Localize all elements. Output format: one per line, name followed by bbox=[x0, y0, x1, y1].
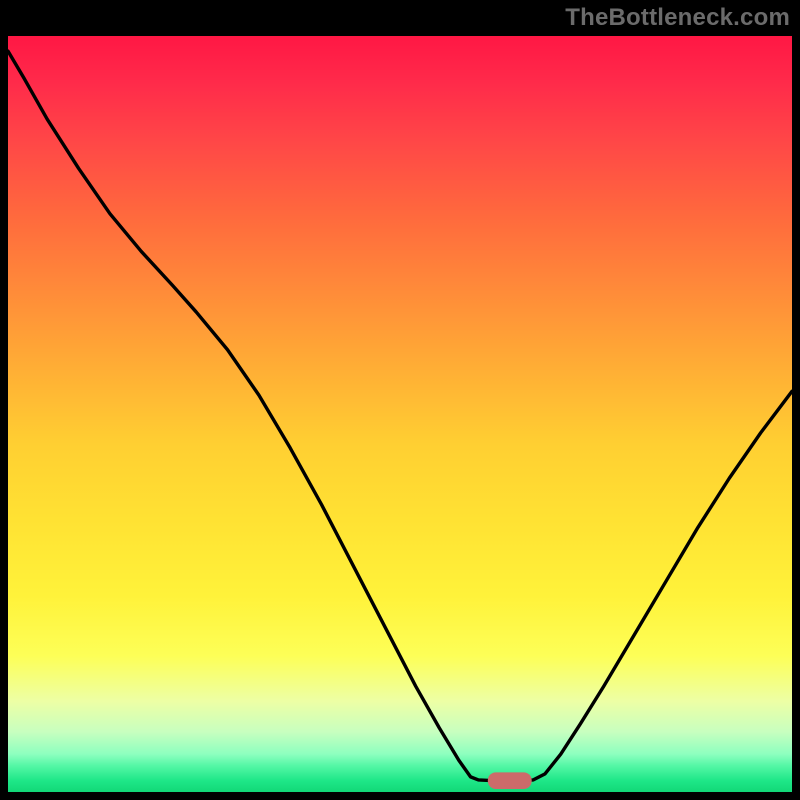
watermark-text: TheBottleneck.com bbox=[565, 4, 790, 32]
chart-frame: TheBottleneck.com bbox=[0, 0, 800, 800]
bottleneck-chart-canvas bbox=[8, 36, 792, 792]
plot-area bbox=[8, 36, 792, 792]
